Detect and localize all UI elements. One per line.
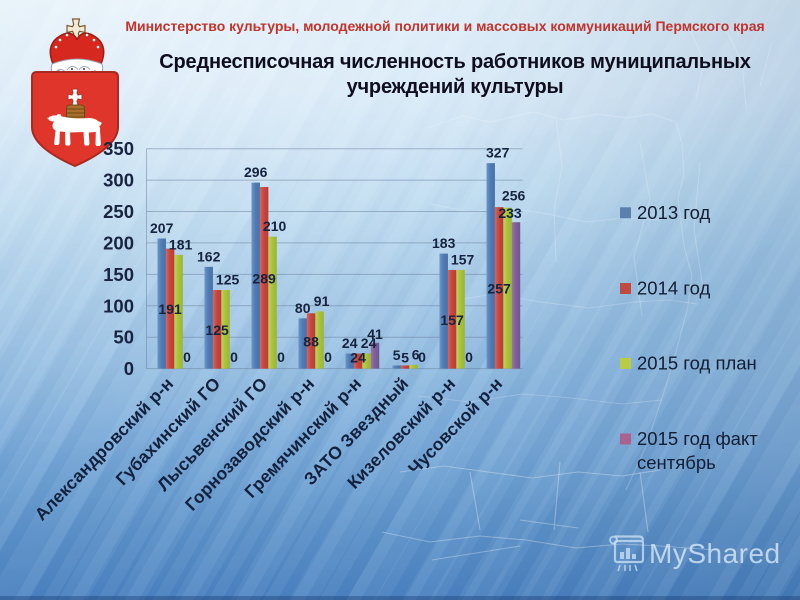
svg-text:80: 80 bbox=[295, 300, 311, 316]
svg-text:157: 157 bbox=[451, 252, 475, 268]
svg-text:5: 5 bbox=[393, 347, 401, 363]
svg-text:191: 191 bbox=[158, 301, 182, 317]
svg-text:2015 год факт: 2015 год факт bbox=[637, 428, 758, 449]
svg-text:210: 210 bbox=[263, 218, 287, 234]
svg-text:289: 289 bbox=[252, 270, 276, 286]
svg-text:207: 207 bbox=[150, 220, 174, 236]
svg-text:91: 91 bbox=[314, 293, 330, 309]
svg-text:100: 100 bbox=[103, 295, 134, 316]
svg-text:0: 0 bbox=[418, 349, 426, 365]
svg-text:сентябрь: сентябрь bbox=[637, 452, 716, 473]
svg-text:125: 125 bbox=[205, 322, 229, 338]
svg-text:183: 183 bbox=[432, 235, 456, 251]
svg-text:41: 41 bbox=[367, 326, 383, 342]
svg-text:296: 296 bbox=[244, 164, 268, 180]
svg-text:125: 125 bbox=[216, 272, 240, 288]
svg-text:24: 24 bbox=[350, 350, 366, 366]
svg-text:0: 0 bbox=[230, 349, 238, 365]
svg-text:257: 257 bbox=[487, 280, 511, 296]
svg-text:181: 181 bbox=[169, 236, 193, 252]
svg-text:233: 233 bbox=[498, 205, 522, 221]
svg-text:24: 24 bbox=[342, 335, 358, 351]
svg-text:350: 350 bbox=[103, 138, 134, 159]
svg-text:0: 0 bbox=[124, 358, 134, 379]
svg-text:162: 162 bbox=[197, 248, 221, 264]
svg-text:327: 327 bbox=[486, 145, 510, 161]
svg-text:2013 год: 2013 год bbox=[637, 202, 711, 223]
svg-text:0: 0 bbox=[465, 349, 473, 365]
svg-text:256: 256 bbox=[502, 187, 526, 203]
svg-text:150: 150 bbox=[103, 264, 134, 285]
svg-text:88: 88 bbox=[303, 334, 319, 350]
svg-text:2014 год: 2014 год bbox=[637, 278, 711, 299]
svg-text:250: 250 bbox=[103, 201, 134, 222]
svg-text:2015 год план: 2015 год план bbox=[637, 352, 757, 373]
svg-text:300: 300 bbox=[103, 170, 134, 191]
svg-text:24: 24 bbox=[361, 335, 377, 351]
svg-text:6: 6 bbox=[412, 346, 420, 362]
svg-text:157: 157 bbox=[440, 312, 464, 328]
svg-text:0: 0 bbox=[277, 349, 285, 365]
svg-text:5: 5 bbox=[401, 350, 409, 366]
svg-text:0: 0 bbox=[324, 349, 332, 365]
svg-text:0: 0 bbox=[183, 349, 191, 365]
svg-text:50: 50 bbox=[113, 327, 134, 348]
svg-text:200: 200 bbox=[103, 232, 134, 253]
